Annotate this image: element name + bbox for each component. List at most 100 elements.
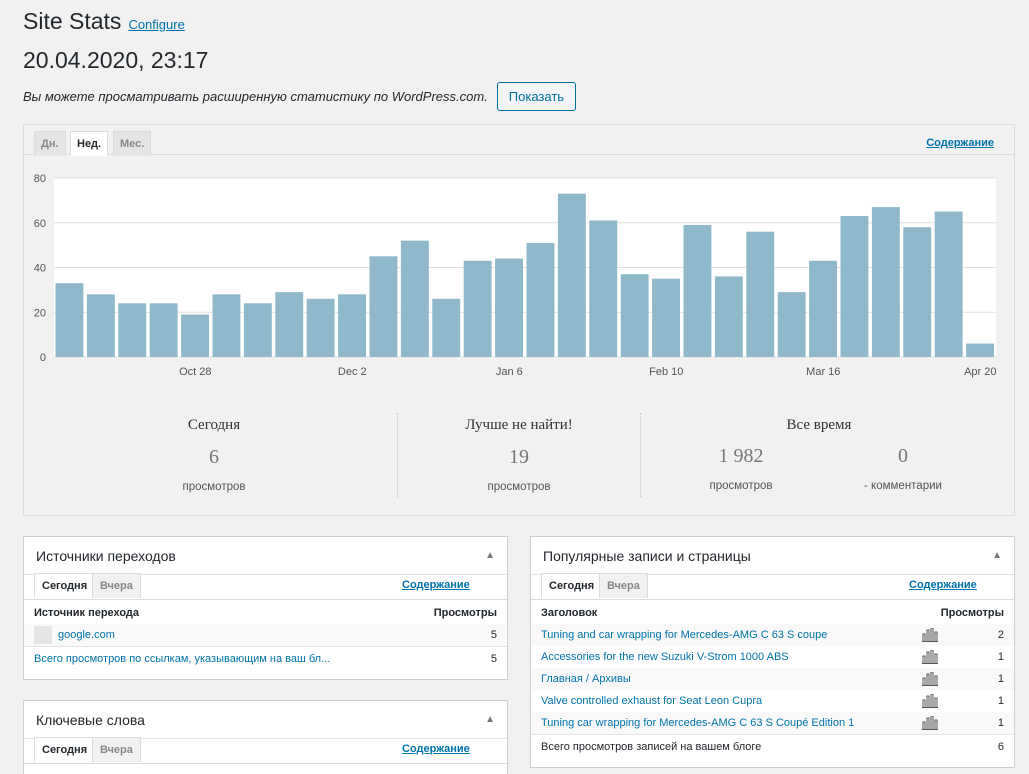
chart-bar[interactable] <box>275 292 304 357</box>
stats-chart-icon[interactable] <box>921 694 938 708</box>
summary-today-value: 6 <box>209 446 219 468</box>
chart-bar[interactable] <box>871 207 900 357</box>
tab-day[interactable]: Дн. <box>34 131 66 156</box>
collapse-arrow-icon[interactable]: ▲ <box>485 550 495 561</box>
tab-today[interactable]: Сегодня <box>34 737 96 762</box>
referrer-link[interactable]: google.com <box>58 628 115 641</box>
referrers-total-link[interactable]: Всего просмотров по ссылкам, указывающим… <box>34 652 331 665</box>
summary-alltime-heading-col: Все время <box>724 413 914 497</box>
table-total-row: Всего просмотров по ссылкам, указывающим… <box>24 646 507 670</box>
chart-bar[interactable] <box>589 220 618 357</box>
referrers-contents-link[interactable]: Содержание <box>402 579 470 591</box>
popular-rows: Tuning and car wrapping for Mercedes-AMG… <box>531 624 1014 734</box>
popular-col-title: Заголовок <box>541 607 598 619</box>
chart-bar[interactable] <box>526 242 555 357</box>
chart-bar[interactable] <box>432 298 461 357</box>
page-header: Site Stats Configure <box>23 8 185 35</box>
page-title: Site Stats <box>23 8 122 34</box>
chart-bar[interactable] <box>714 276 743 357</box>
chart-bar[interactable] <box>557 193 586 357</box>
popular-contents-link[interactable]: Содержание <box>909 579 977 591</box>
referrers-total-value: 5 <box>490 652 497 665</box>
summary-best-value: 19 <box>509 446 529 468</box>
referrers-widget-title: Источники переходов <box>36 547 176 564</box>
tab-month[interactable]: Мес. <box>113 131 152 156</box>
stats-chart-icon[interactable] <box>921 650 938 664</box>
tab-yesterday[interactable]: Вчера <box>92 573 141 598</box>
chart-bar[interactable] <box>683 224 712 357</box>
chart-bar[interactable] <box>181 314 209 357</box>
collapse-arrow-icon[interactable]: ▲ <box>485 714 495 725</box>
chart-bar[interactable] <box>934 211 963 357</box>
popular-table-header: Заголовок Просмотры <box>531 602 1014 624</box>
contents-link[interactable]: Содержание <box>926 137 994 149</box>
summary-alltime-views-label: просмотров <box>709 480 773 492</box>
collapse-arrow-icon[interactable]: ▲ <box>992 550 1002 561</box>
chart-bar[interactable] <box>652 278 680 357</box>
keywords-widget-header: Ключевые слова ▲ <box>24 701 507 739</box>
chart-bar[interactable] <box>86 294 115 357</box>
chart-bar[interactable] <box>620 274 649 357</box>
post-views: 1 <box>997 695 1004 707</box>
y-tick-label: 20 <box>34 307 46 319</box>
tab-today[interactable]: Сегодня <box>541 573 603 598</box>
chart-bar[interactable] <box>338 294 366 357</box>
chart-bar[interactable] <box>149 303 178 357</box>
post-link[interactable]: Главная / Архивы <box>541 673 631 685</box>
chart-bar[interactable] <box>212 294 241 357</box>
table-total-row: Всего просмотров записей на вашем блоге … <box>531 734 1014 758</box>
chart-bar[interactable] <box>306 298 335 357</box>
post-link[interactable]: Accessories for the new Suzuki V-Strom 1… <box>541 651 789 663</box>
chart-bar[interactable] <box>495 258 523 357</box>
tab-yesterday[interactable]: Вчера <box>599 573 648 598</box>
table-row: Tuning car wrapping for Mercedes-AMG C 6… <box>531 712 1014 734</box>
chart-bar[interactable] <box>809 260 837 357</box>
keywords-widget: Ключевые слова ▲ Сегодня Вчера Содержани… <box>23 700 508 774</box>
chart-bar[interactable] <box>369 256 398 357</box>
referrers-table-header: Источник перехода Просмотры <box>24 602 507 624</box>
chart-bar[interactable] <box>777 292 806 357</box>
y-tick-label: 80 <box>34 173 46 185</box>
summary-best-label: просмотров <box>487 481 551 493</box>
tab-yesterday[interactable]: Вчера <box>92 737 141 762</box>
post-views: 1 <box>997 717 1004 729</box>
x-tick-label: Oct 28 <box>179 366 211 378</box>
tab-week[interactable]: Нед. <box>70 131 109 156</box>
tab-today[interactable]: Сегодня <box>34 573 96 598</box>
post-link[interactable]: Tuning and car wrapping for Mercedes-AMG… <box>541 629 828 641</box>
post-link[interactable]: Tuning car wrapping for Mercedes-AMG C 6… <box>541 717 855 729</box>
table-row: Accessories for the new Suzuki V-Strom 1… <box>531 646 1014 668</box>
tab-divider <box>531 599 1014 600</box>
referrer-views: 5 <box>490 629 497 641</box>
x-tick-label: Jan 6 <box>496 366 523 378</box>
chart-bar[interactable] <box>903 227 932 357</box>
popular-total-label: Всего просмотров записей на вашем блоге <box>541 740 762 753</box>
stats-chart-icon[interactable] <box>921 628 938 642</box>
summary-alltime-heading: Все время <box>786 417 852 433</box>
favicon-placeholder-icon <box>34 626 52 644</box>
stats-chart-icon[interactable] <box>921 672 938 686</box>
table-row: Valve controlled exhaust for Seat Leon C… <box>531 690 1014 712</box>
chart-bar[interactable] <box>463 260 492 357</box>
summary-alltime-comments-label: - комментарии <box>864 480 942 492</box>
chart-bar[interactable] <box>55 283 84 357</box>
table-row: google.com 5 <box>24 624 507 646</box>
popular-posts-widget: Популярные записи и страницы ▲ Сегодня В… <box>530 536 1015 768</box>
chart-bar[interactable] <box>746 231 775 357</box>
summary-today: Сегодня 6 просмотров <box>119 413 309 497</box>
chart-bar[interactable] <box>840 216 869 357</box>
stats-chart-icon[interactable] <box>921 716 938 730</box>
referrers-col-source: Источник перехода <box>34 607 140 619</box>
summary-best-heading: Лучше не найти! <box>465 417 573 433</box>
keywords-contents-link[interactable]: Содержание <box>402 743 470 755</box>
show-button[interactable]: Показать <box>496 82 577 111</box>
post-link[interactable]: Valve controlled exhaust for Seat Leon C… <box>541 695 763 707</box>
chart-bar[interactable] <box>243 303 272 357</box>
chart-bar[interactable] <box>966 343 994 357</box>
chart-bar[interactable] <box>400 240 429 357</box>
referrers-widget-header: Источники переходов ▲ <box>24 537 507 575</box>
x-tick-label: Apr 20 <box>964 366 996 378</box>
chart-bar[interactable] <box>118 303 147 357</box>
popular-widget-header: Популярные записи и страницы ▲ <box>531 537 1014 575</box>
configure-link[interactable]: Configure <box>128 17 185 32</box>
